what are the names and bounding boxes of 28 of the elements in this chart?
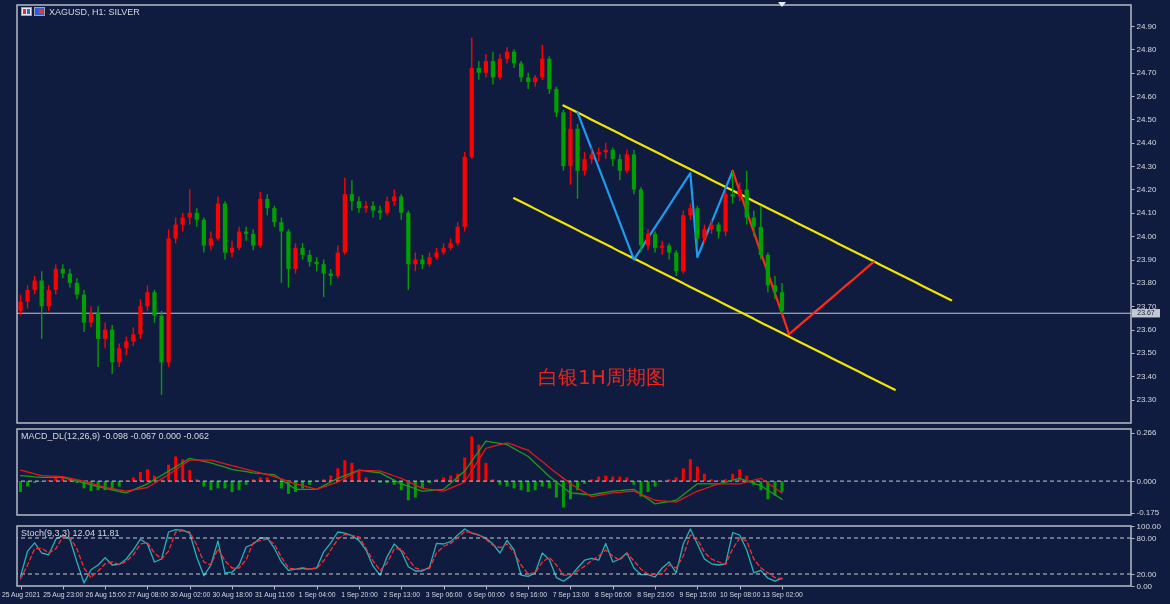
y-tick-label: 20.00: [1136, 569, 1158, 579]
chart-title: MACD_DL(12,26,9) -0.098 -0.067 0.000 -0.062: [21, 431, 210, 441]
y-tick-label: 23.60: [1136, 325, 1158, 335]
y-tick-label: 24.10: [1136, 208, 1158, 218]
y-tick-label: 100.00: [1136, 521, 1162, 531]
y-tick-label: 24.80: [1136, 44, 1158, 54]
chart-title: Stoch(9,3,3) 12.04 11.81: [21, 528, 120, 538]
chart-title: XAGUSD, H1: SILVER: [49, 7, 141, 17]
y-tick-label: 24.50: [1136, 114, 1158, 124]
y-tick-label: 23.80: [1136, 278, 1158, 288]
y-tick-label: 24.40: [1136, 138, 1158, 148]
y-tick-label: 0.00: [1136, 581, 1153, 591]
y-tick-label: 24.00: [1136, 231, 1158, 241]
y-tick-label: 23.40: [1136, 371, 1158, 381]
y-tick-label: -0.175: [1136, 508, 1160, 518]
y-tick-label: 0.000: [1136, 476, 1158, 486]
y-tick-label: 23.70: [1136, 301, 1158, 311]
y-tick-label: 23.30: [1136, 395, 1158, 405]
y-tick-label: 24.70: [1136, 68, 1158, 78]
y-tick-label: 23.50: [1136, 348, 1158, 358]
y-tick-label: 24.60: [1136, 91, 1158, 101]
y-tick-label: 24.30: [1136, 161, 1158, 171]
y-tick-label: 0.266: [1136, 428, 1158, 438]
y-tick-label: 80.00: [1136, 533, 1158, 543]
y-tick-label: 23.90: [1136, 255, 1158, 265]
y-tick-label: 24.90: [1136, 21, 1158, 31]
annotation: 白银1H周期图: [537, 365, 666, 390]
y-tick-label: 24.20: [1136, 184, 1158, 194]
